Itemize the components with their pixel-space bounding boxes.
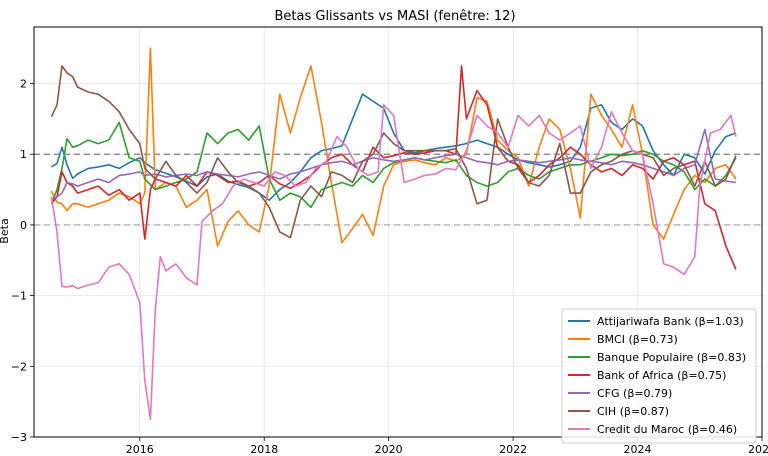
x-tick-label: 2020 bbox=[375, 443, 403, 456]
x-tick-label: 2022 bbox=[499, 443, 527, 456]
legend-label: CFG (β=0.79) bbox=[597, 387, 672, 400]
series-line bbox=[50, 47, 737, 247]
series-line bbox=[50, 65, 737, 239]
y-tick-label: 1 bbox=[20, 148, 27, 161]
series-line bbox=[50, 104, 737, 421]
x-tick-label: 2024 bbox=[624, 443, 652, 456]
chart-title: Betas Glissants vs MASI (fenêtre: 12) bbox=[274, 9, 515, 24]
legend-label: BMCI (β=0.73) bbox=[597, 333, 678, 346]
y-tick-label: −3 bbox=[11, 431, 27, 444]
plot-frame bbox=[33, 26, 763, 438]
series-lines bbox=[50, 47, 737, 421]
y-axis-ticks: −3 −2 −1 0 1 2 bbox=[11, 78, 34, 444]
y-tick-label: −1 bbox=[11, 290, 27, 303]
series-line bbox=[50, 65, 737, 270]
reference-lines bbox=[34, 153, 762, 226]
legend: Attijariwafa Bank (β=1.03) BMCI (β=0.73) B… bbox=[561, 308, 757, 444]
x-tick-label: 2018 bbox=[250, 443, 278, 456]
legend-label: Bank of Africa (β=0.75) bbox=[597, 369, 726, 382]
series-line bbox=[50, 121, 737, 209]
legend-label: CIH (β=0.87) bbox=[597, 405, 669, 418]
y-axis-label: Beta bbox=[0, 218, 11, 243]
y-tick-label: 2 bbox=[20, 78, 27, 91]
legend-label: Attijariwafa Bank (β=1.03) bbox=[597, 315, 744, 328]
y-tick-label: 0 bbox=[20, 219, 27, 232]
x-tick-label: 2026 bbox=[748, 443, 768, 456]
x-axis-ticks: 2016 2018 2020 2022 2024 2026 bbox=[126, 437, 768, 456]
legend-label: Banque Populaire (β=0.83) bbox=[597, 351, 746, 364]
legend-box bbox=[561, 308, 757, 444]
legend-label: Credit du Maroc (β=0.46) bbox=[597, 423, 737, 436]
series-line bbox=[50, 93, 737, 201]
y-tick-label: −2 bbox=[11, 360, 27, 373]
x-tick-label: 2016 bbox=[126, 443, 154, 456]
